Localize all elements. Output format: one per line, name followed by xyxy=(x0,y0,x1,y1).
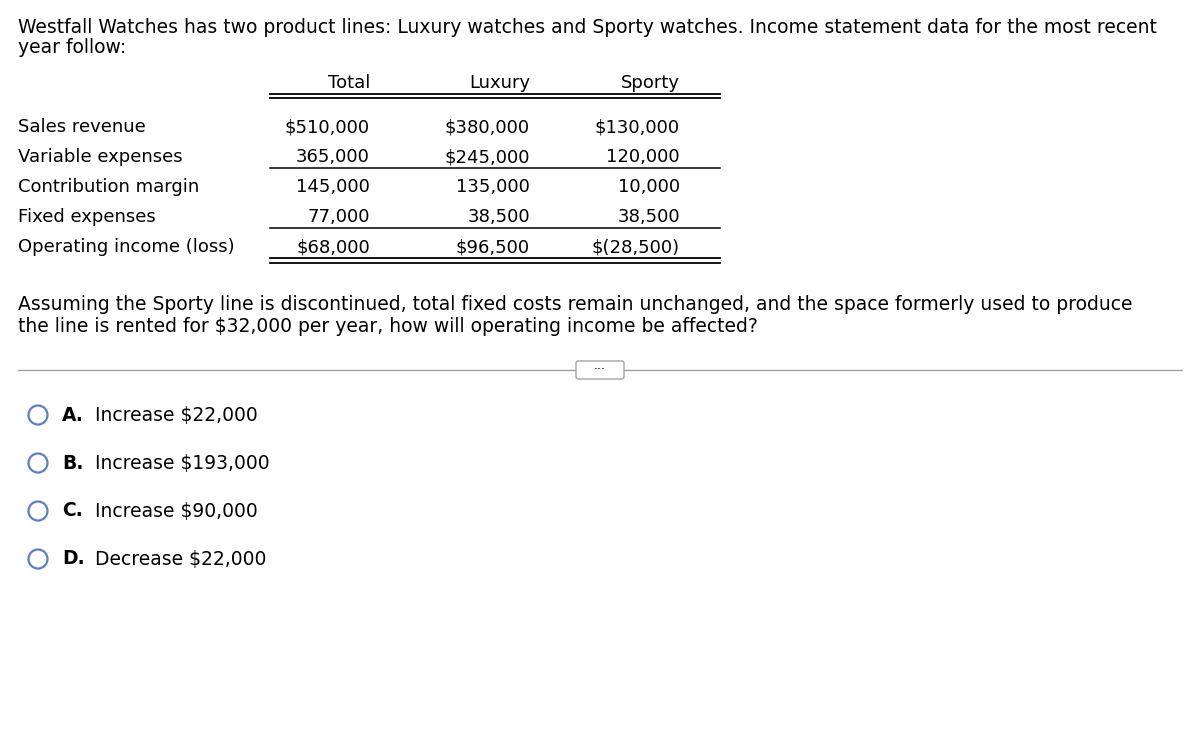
Text: 38,500: 38,500 xyxy=(617,208,680,226)
Text: Sporty: Sporty xyxy=(622,74,680,92)
Text: 77,000: 77,000 xyxy=(307,208,370,226)
Text: $96,500: $96,500 xyxy=(456,238,530,256)
Text: $(28,500): $(28,500) xyxy=(592,238,680,256)
Text: Westfall Watches has two product lines: Luxury watches and Sporty watches. Incom: Westfall Watches has two product lines: … xyxy=(18,18,1157,37)
Text: A.: A. xyxy=(62,406,84,425)
Text: Decrease $22,000: Decrease $22,000 xyxy=(95,550,266,569)
Text: $380,000: $380,000 xyxy=(445,118,530,136)
Text: $510,000: $510,000 xyxy=(284,118,370,136)
Text: Assuming the Sporty line is discontinued, total fixed costs remain unchanged, an: Assuming the Sporty line is discontinued… xyxy=(18,295,1133,314)
Text: Operating income (loss): Operating income (loss) xyxy=(18,238,235,256)
Text: Total: Total xyxy=(328,74,370,92)
FancyBboxPatch shape xyxy=(576,361,624,379)
Text: Increase $193,000: Increase $193,000 xyxy=(95,453,270,472)
Text: C.: C. xyxy=(62,501,83,520)
Text: B.: B. xyxy=(62,453,83,472)
Text: 10,000: 10,000 xyxy=(618,178,680,196)
Text: $130,000: $130,000 xyxy=(595,118,680,136)
Text: Increase $22,000: Increase $22,000 xyxy=(95,406,258,425)
Text: 120,000: 120,000 xyxy=(606,148,680,166)
Text: ···: ··· xyxy=(594,364,606,376)
Text: 38,500: 38,500 xyxy=(467,208,530,226)
Text: 365,000: 365,000 xyxy=(296,148,370,166)
Text: 135,000: 135,000 xyxy=(456,178,530,196)
Text: Fixed expenses: Fixed expenses xyxy=(18,208,156,226)
Text: $68,000: $68,000 xyxy=(296,238,370,256)
Text: the line is rented for $32,000 per year, how will operating income be affected?: the line is rented for $32,000 per year,… xyxy=(18,317,758,336)
Text: year follow:: year follow: xyxy=(18,38,126,57)
Text: $245,000: $245,000 xyxy=(444,148,530,166)
Text: D.: D. xyxy=(62,550,85,569)
Text: Luxury: Luxury xyxy=(469,74,530,92)
Text: Increase $90,000: Increase $90,000 xyxy=(95,501,258,520)
Text: Variable expenses: Variable expenses xyxy=(18,148,182,166)
Text: Sales revenue: Sales revenue xyxy=(18,118,145,136)
Text: Contribution margin: Contribution margin xyxy=(18,178,199,196)
Text: 145,000: 145,000 xyxy=(296,178,370,196)
